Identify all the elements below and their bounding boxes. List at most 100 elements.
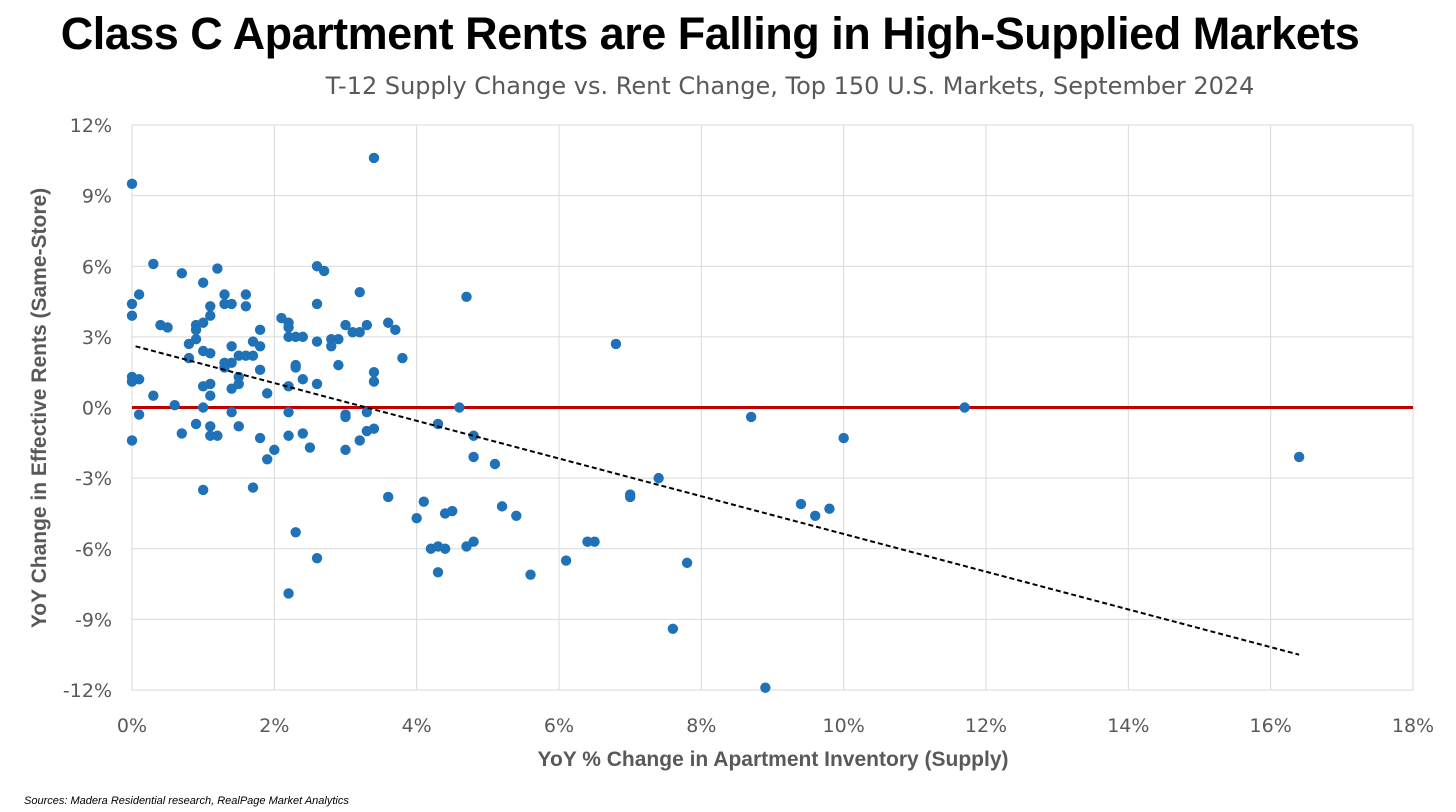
data-point: [297, 374, 308, 385]
data-point: [212, 263, 223, 274]
data-point: [468, 451, 479, 463]
data-point: [197, 381, 209, 392]
data-point: [219, 362, 230, 373]
x-tick-label: 2%: [259, 715, 289, 737]
data-point: [283, 407, 294, 418]
data-point: [254, 341, 266, 352]
data-point: [297, 428, 308, 439]
data-point: [311, 552, 323, 564]
data-point: [311, 378, 323, 390]
data-point: [205, 301, 216, 312]
data-point: [283, 430, 294, 441]
data-point: [795, 498, 807, 510]
data-point: [226, 298, 237, 310]
data-point: [205, 421, 216, 432]
data-point: [333, 359, 344, 371]
data-point: [247, 350, 259, 361]
data-point: [126, 298, 138, 310]
x-axis-title: YoY % Change in Apartment Inventory (Sup…: [538, 748, 1009, 771]
y-tick-label: 3%: [82, 327, 112, 349]
data-point: [368, 423, 380, 434]
data-point: [760, 682, 771, 693]
data-point: [525, 569, 536, 580]
data-point: [354, 286, 365, 298]
data-point: [240, 301, 252, 312]
x-tick-label: 12%: [965, 715, 1007, 737]
data-point: [197, 317, 209, 328]
source-note: Sources: Madera Residential research, Re…: [24, 795, 349, 807]
scatter-chart: 0% 2% 4% 6% 8% 10% 12% 14% 16% 18% 12% 9% 6% 3% 0% -3%…: [28, 115, 1434, 771]
data-point: [624, 491, 636, 503]
data-point: [212, 430, 223, 441]
data-point: [226, 407, 237, 418]
data-point: [254, 432, 266, 444]
data-point: [205, 310, 216, 321]
data-point: [176, 268, 188, 279]
data-point: [454, 402, 465, 413]
data-point: [368, 366, 380, 378]
data-points: [126, 152, 1305, 693]
data-point: [283, 331, 294, 343]
data-point: [126, 310, 138, 321]
data-point: [838, 432, 849, 444]
data-point: [226, 341, 237, 352]
y-tick-label: -6%: [75, 539, 112, 561]
data-point: [361, 319, 373, 331]
trendline: [135, 345, 1300, 656]
data-point: [197, 402, 209, 413]
data-point: [205, 390, 216, 401]
data-point: [262, 454, 273, 465]
data-point: [383, 317, 394, 328]
y-tick-label: 0%: [82, 398, 112, 420]
data-point: [197, 277, 209, 288]
data-point: [311, 336, 323, 347]
y-tick-label: 12%: [70, 115, 112, 137]
data-point: [489, 458, 501, 470]
data-point: [418, 496, 429, 507]
data-point: [190, 324, 202, 336]
x-tick-labels: 0% 2% 4% 6% 8% 10% 12% 14% 16% 18%: [117, 715, 1434, 737]
data-point: [133, 289, 145, 300]
data-point: [283, 588, 294, 599]
y-tick-label: -3%: [75, 468, 112, 490]
x-tick-label: 14%: [1107, 715, 1149, 737]
data-point: [311, 298, 323, 310]
x-tick-label: 16%: [1250, 715, 1292, 737]
data-point: [461, 541, 472, 552]
data-point: [283, 381, 294, 392]
data-point: [233, 350, 244, 361]
data-point: [340, 411, 351, 423]
data-point: [190, 418, 202, 430]
data-point: [240, 289, 252, 300]
data-point: [383, 491, 394, 503]
data-point: [397, 352, 408, 364]
data-point: [283, 322, 294, 333]
data-point: [1293, 451, 1305, 463]
chart-title: Class C Apartment Rents are Falling in H…: [60, 8, 1360, 59]
data-point: [447, 505, 458, 517]
trendline-group: [135, 345, 1300, 656]
y-tick-labels: 12% 9% 6% 3% 0% -3% -6% -9% -12%: [63, 115, 112, 702]
data-point: [681, 557, 693, 569]
data-point: [589, 536, 600, 547]
data-point: [304, 442, 316, 453]
data-point: [368, 152, 380, 164]
chart-subtitle: T-12 Supply Change vs. Rent Change, Top …: [325, 72, 1255, 100]
data-point: [411, 512, 422, 524]
data-point: [468, 430, 479, 441]
y-tick-label: 9%: [82, 186, 112, 208]
data-point: [205, 348, 216, 359]
data-point: [176, 428, 188, 439]
y-tick-label: 6%: [82, 256, 112, 278]
data-point: [461, 291, 472, 303]
y-tick-label: -12%: [63, 680, 112, 702]
data-point: [290, 527, 301, 538]
x-tick-label: 6%: [544, 715, 574, 737]
data-point: [262, 388, 273, 399]
x-tick-label: 4%: [402, 715, 432, 737]
data-point: [347, 326, 358, 338]
data-point: [333, 334, 344, 345]
data-point: [290, 331, 301, 343]
data-point: [197, 484, 209, 496]
data-point: [183, 338, 195, 350]
